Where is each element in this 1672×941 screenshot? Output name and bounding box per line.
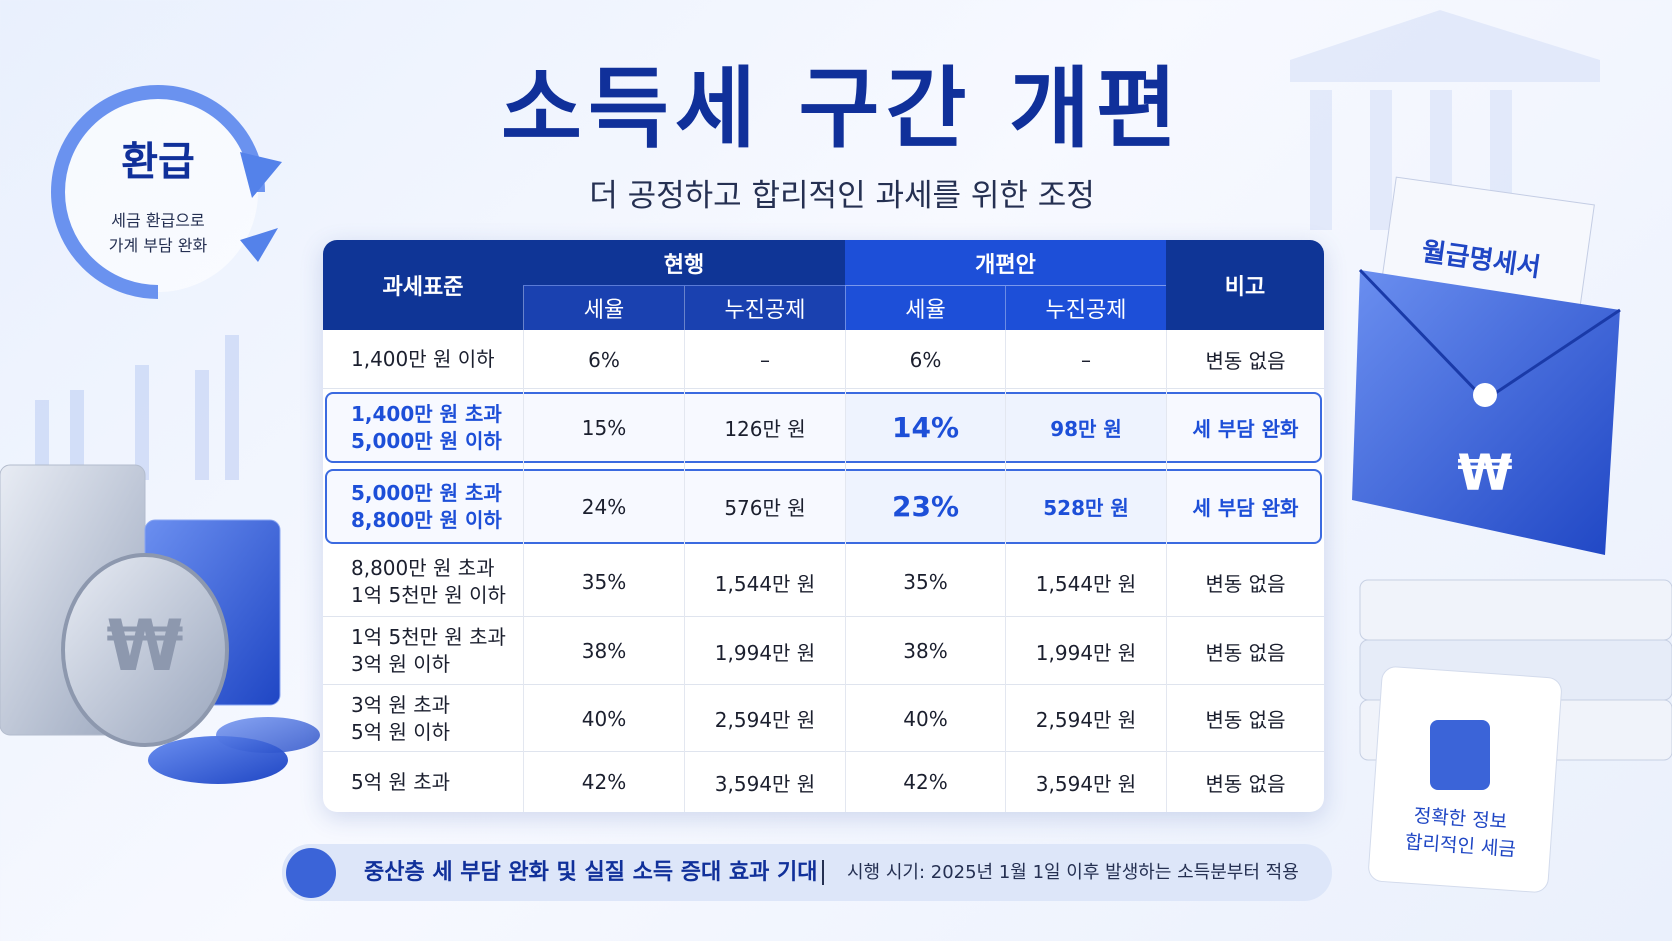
current-rate-cell: 40% xyxy=(523,685,684,752)
new-deduction-cell: 528만 원 xyxy=(1005,466,1166,547)
bracket-line: 5억 원 이하 xyxy=(351,719,451,744)
books xyxy=(1359,579,1672,893)
current-deduction-cell: 126만 원 xyxy=(684,389,845,466)
new-deduction-cell: 1,994만 원 xyxy=(1005,617,1166,685)
subheader-cell: 누진공제 xyxy=(1005,286,1166,330)
bracket-line: 3억 원 이하 xyxy=(351,652,451,676)
note-cell: 세 부담 완화 xyxy=(1166,389,1324,466)
footer: 중산층 세 부담 완화 및 실질 소득 증대 효과 기대 시행 시기: 2025… xyxy=(282,844,1332,901)
new-rate-cell: 23% xyxy=(845,466,1005,547)
tax-table: 과세표준 현행 개편안 비고 세율 누진공제 세율 누진공제 1,400만 원 이하 6% –6% –… xyxy=(323,240,1324,812)
current-rate-cell: 24% xyxy=(523,466,684,547)
bracket-line: 1,400만 원 초과 xyxy=(351,401,502,426)
note-cell: 변동 없음 xyxy=(1166,752,1324,812)
current-rate-cell: 6% xyxy=(523,330,684,389)
current-deduction-cell: 1,544만 원 xyxy=(684,547,845,617)
new-deduction-cell: 98만 원 xyxy=(1005,389,1166,466)
bracket-cell: 1억 5천만 원 초과 3억 원 이하 xyxy=(323,617,523,685)
footer-note: 시행 시기: 2025년 1월 1일 이후 발생하는 소득분부터 적용 xyxy=(847,862,1299,883)
bracket-line: 1,400만 원 이하 xyxy=(351,347,495,371)
current-rate-cell: 15% xyxy=(523,389,684,466)
header-cell: 현행 xyxy=(523,240,845,286)
header-cell: 비고 xyxy=(1166,240,1324,330)
current-deduction-cell: 1,994만 원 xyxy=(684,617,845,685)
new-rate-cell: 42% xyxy=(845,752,1005,812)
bracket-line: 3억 원 초과 xyxy=(351,692,451,717)
current-deduction-cell: – xyxy=(684,330,845,389)
bracket-cell: 5,000만 원 초과 8,800만 원 이하 xyxy=(323,466,523,547)
subheader-cell: 세율 xyxy=(845,286,1005,330)
footer-headline: 중산층 세 부담 완화 및 실질 소득 증대 효과 기대 xyxy=(364,860,818,885)
new-rate-cell: 40% xyxy=(845,685,1005,752)
badge-text: 세금 환급으로 xyxy=(111,211,204,230)
new-rate-cell: 14% xyxy=(845,389,1005,466)
new-deduction-cell: – xyxy=(1005,330,1166,389)
badge-text: 가계 부담 완화 xyxy=(109,236,208,255)
coin-symbol: ₩ xyxy=(106,605,183,687)
current-deduction-cell: 576만 원 xyxy=(684,466,845,547)
bracket-cell: 1,400만 원 이하 xyxy=(323,330,523,389)
title: 소득세 구간 개편 xyxy=(501,57,1183,160)
current-deduction-cell: 3,594만 원 xyxy=(684,752,845,812)
badge-title: 환급 xyxy=(121,139,195,185)
new-deduction-cell: 2,594만 원 xyxy=(1005,685,1166,752)
new-rate-cell: 38% xyxy=(845,617,1005,685)
new-rate-cell: 6% xyxy=(845,330,1005,389)
bracket-cell: 5억 원 초과 xyxy=(323,752,523,812)
current-rate-cell: 35% xyxy=(523,547,684,617)
note-cell: 변동 없음 xyxy=(1166,617,1324,685)
subheader-cell: 세율 xyxy=(523,286,684,330)
note-cell: 세 부담 완화 xyxy=(1166,466,1324,547)
coins xyxy=(0,464,320,784)
note-cell: 변동 없음 xyxy=(1166,330,1324,389)
bracket-line: 5억 원 초과 xyxy=(351,769,451,794)
divider xyxy=(822,860,824,885)
subtitle: 더 공정하고 합리적인 과세를 위한 조정 xyxy=(589,178,1095,214)
new-rate-cell: 35% xyxy=(845,547,1005,617)
row-divider xyxy=(323,388,1324,389)
bracket-cell: 1,400만 원 초과 5,000만 원 이하 xyxy=(323,389,523,466)
new-deduction-cell: 1,544만 원 xyxy=(1005,547,1166,617)
bracket-line: 1억 5천만 원 초과 xyxy=(351,625,506,649)
row-divider xyxy=(323,616,1324,617)
note-cell: 변동 없음 xyxy=(1166,547,1324,617)
note-cell: 변동 없음 xyxy=(1166,685,1324,752)
envelope xyxy=(1352,176,1621,555)
current-rate-cell: 42% xyxy=(523,752,684,812)
bracket-line: 5,000만 원 초과 xyxy=(351,480,502,505)
bracket-line: 5,000만 원 이하 xyxy=(351,428,502,453)
header-cell: 과세표준 xyxy=(323,240,523,330)
arrow xyxy=(51,85,265,299)
new-deduction-cell: 3,594만 원 xyxy=(1005,752,1166,812)
footer-icon xyxy=(286,848,336,898)
bar-decor xyxy=(35,335,239,480)
row-divider xyxy=(323,684,1324,685)
header-cell: 개편안 xyxy=(845,240,1166,286)
current-rate-cell: 38% xyxy=(523,617,684,685)
bracket-line: 1억 5천만 원 이하 xyxy=(351,583,506,607)
subheader-cell: 누진공제 xyxy=(684,286,845,330)
current-deduction-cell: 2,594만 원 xyxy=(684,685,845,752)
bracket-cell: 8,800만 원 초과 1억 5천만 원 이하 xyxy=(323,547,523,617)
row-divider xyxy=(323,751,1324,752)
envelope-symbol: ₩ xyxy=(1457,444,1512,502)
bracket-cell: 3억 원 초과 5억 원 이하 xyxy=(323,685,523,752)
bracket-line: 8,800만 원 초과 xyxy=(351,556,495,580)
bracket-line: 8,800만 원 이하 xyxy=(351,507,502,532)
